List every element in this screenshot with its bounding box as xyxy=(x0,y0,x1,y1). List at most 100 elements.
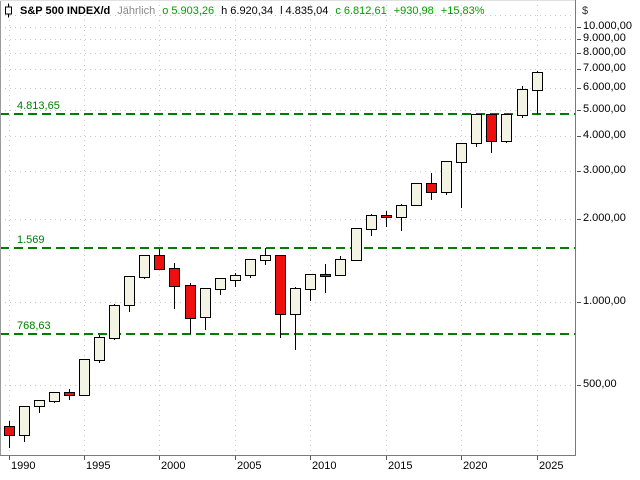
candle-body-1994 xyxy=(64,392,75,396)
time-axis[interactable]: 1990 1995 2000 2005 2010 2015 2020 2025 xyxy=(0,455,576,480)
open-value: 5.903,26 xyxy=(171,4,215,17)
price-tick xyxy=(577,39,581,40)
level-label[interactable]: 1.569 xyxy=(17,234,45,246)
low-group: l 4.835,04 xyxy=(280,4,328,18)
candle-body-2012 xyxy=(335,259,346,276)
year-label: 2025 xyxy=(539,460,564,472)
vertical-gridline xyxy=(461,0,462,455)
close-label: c xyxy=(335,4,341,17)
year-label: 1995 xyxy=(86,460,111,472)
candle-body-2014 xyxy=(366,215,377,230)
vertical-gridline xyxy=(386,0,387,455)
vertical-gridline xyxy=(310,0,311,455)
price-label: 10.000,00 xyxy=(583,20,632,32)
currency-label: $ xyxy=(582,5,589,17)
level-label[interactable]: 4.813,65 xyxy=(17,100,60,112)
candle-body-2020 xyxy=(456,143,467,163)
price-axis[interactable]: $ 10.000,00 9.000,00 8.000,00 7.000,00 6.000… xyxy=(575,0,640,456)
horizontal-gridline xyxy=(0,27,575,28)
price-tick xyxy=(577,385,581,386)
high-group: h 6.920,34 xyxy=(221,4,273,18)
year-label: 2005 xyxy=(237,460,262,472)
year-label: 2000 xyxy=(161,460,186,472)
level-line[interactable] xyxy=(0,247,575,249)
candlestick-icon xyxy=(5,3,12,18)
candle-body-2000 xyxy=(154,255,165,270)
price-label: 2.000,00 xyxy=(583,212,626,224)
price-pane[interactable]: 4.813,65 1.569 768,63 S&P 500 INDEX/d Jähr… xyxy=(0,0,575,455)
candle-wick-2009 xyxy=(295,287,296,350)
change-absolute: +930,98 xyxy=(393,4,434,17)
candle-body-1996 xyxy=(94,337,105,361)
open-label: o xyxy=(162,4,169,17)
candle-body-2006 xyxy=(245,259,256,276)
candle-wick-2011 xyxy=(325,264,326,293)
candle-body-1993 xyxy=(49,392,60,402)
candles-layer xyxy=(4,71,543,448)
candle-body-1992 xyxy=(34,400,45,407)
price-tick xyxy=(577,110,581,111)
high-value: 6.920,34 xyxy=(230,4,274,17)
candle-body-1998 xyxy=(124,276,135,306)
open-group: o 5.903,26 xyxy=(162,4,214,18)
year-tick xyxy=(235,456,236,460)
candle-body-2002 xyxy=(185,285,196,319)
vertical-gridline xyxy=(84,0,85,455)
price-tick xyxy=(577,53,581,54)
year-tick xyxy=(84,456,85,460)
price-label: 500,00 xyxy=(583,378,617,390)
price-label: 1.000,00 xyxy=(583,295,626,307)
candle-body-2023 xyxy=(501,114,512,142)
year-tick xyxy=(9,456,10,460)
close-group: c 6.812,61 xyxy=(335,4,386,18)
price-tick xyxy=(577,219,581,220)
price-label: 9.000,00 xyxy=(583,32,626,44)
chart-legend: S&P 500 INDEX/d Jährlich o 5.903,26 h 6.92… xyxy=(4,3,485,18)
horizontal-gridline xyxy=(0,53,575,54)
low-label: l xyxy=(280,4,283,17)
horizontal-gridline xyxy=(0,136,575,137)
high-label: h xyxy=(221,4,228,17)
year-tick xyxy=(310,456,311,460)
candle-body-2024 xyxy=(517,89,528,116)
candle-body-2015 xyxy=(381,215,392,218)
candle-body-2021 xyxy=(471,114,482,144)
horizontal-gridline xyxy=(0,171,575,172)
horizontal-gridline xyxy=(0,219,575,220)
year-label: 2020 xyxy=(463,460,488,472)
candle-body-2025 xyxy=(532,72,543,91)
year-label: 1990 xyxy=(11,460,36,472)
horizontal-gridline xyxy=(0,15,575,16)
candle-body-2013 xyxy=(351,228,362,261)
candle-body-2001 xyxy=(169,268,180,287)
price-label: 5.000,00 xyxy=(583,103,626,115)
level-line[interactable] xyxy=(0,113,575,115)
vertical-gridline xyxy=(159,0,160,455)
horizontal-gridline xyxy=(0,39,575,40)
price-label: 6.000,00 xyxy=(583,81,626,93)
year-label: 2015 xyxy=(388,460,413,472)
level-line[interactable] xyxy=(0,333,575,335)
candle-body-1997 xyxy=(109,305,120,339)
year-tick xyxy=(461,456,462,460)
candle-body-1990 xyxy=(4,426,15,436)
level-label[interactable]: 768,63 xyxy=(17,320,51,332)
change-percent: +15,83% xyxy=(440,4,485,17)
close-value: 6.812,61 xyxy=(343,4,387,17)
grid-layer xyxy=(0,0,575,455)
price-label: 7.000,00 xyxy=(583,62,626,74)
candle-body-2008 xyxy=(275,255,286,315)
candle-body-2019 xyxy=(441,161,452,193)
price-label: 4.000,00 xyxy=(583,129,626,141)
pane-top-border xyxy=(0,0,575,1)
candle-body-2018 xyxy=(426,183,437,193)
vertical-gridline xyxy=(537,0,538,455)
horizontal-gridline xyxy=(0,385,575,386)
candle-wick-2025 xyxy=(537,71,538,114)
vertical-gridline xyxy=(9,0,10,455)
year-tick xyxy=(537,456,538,460)
candle-body-2009 xyxy=(290,288,301,315)
candle-body-2005 xyxy=(230,275,241,281)
price-tick xyxy=(577,171,581,172)
